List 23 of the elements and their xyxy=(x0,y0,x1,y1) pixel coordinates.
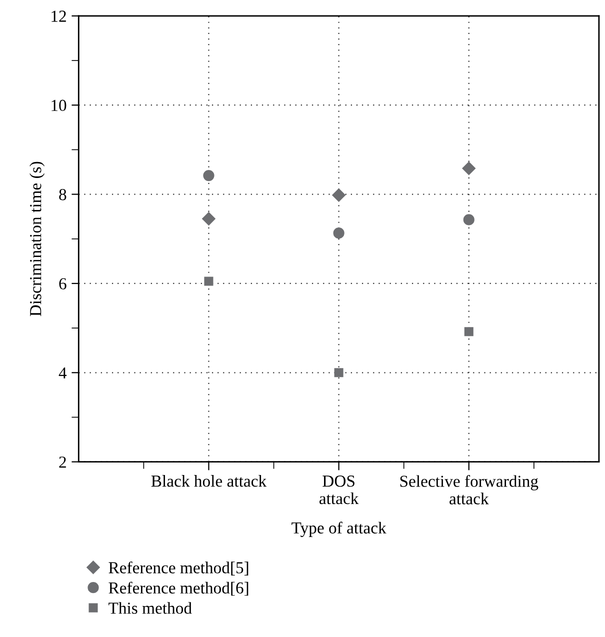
y-tick-label: 2 xyxy=(59,456,66,468)
y-tick-label: 8 xyxy=(59,188,66,200)
point xyxy=(204,276,214,286)
point xyxy=(202,212,216,226)
point xyxy=(334,368,344,378)
y-tick-label: 6 xyxy=(59,278,66,290)
y-axis-title: Discrimination time (s) xyxy=(30,162,45,316)
point xyxy=(203,170,214,182)
y-tick-label: 10 xyxy=(52,100,66,112)
y-tick-label: 4 xyxy=(58,367,67,378)
x-axis-title: Type of attack xyxy=(292,522,386,537)
point xyxy=(463,214,474,226)
y-tick-label: 12 xyxy=(52,10,66,22)
point xyxy=(332,188,346,202)
legend-label: Reference method[5] xyxy=(108,561,248,576)
point xyxy=(464,327,474,336)
point xyxy=(462,162,476,176)
x-tick-label: Black hole attack xyxy=(151,475,267,487)
point xyxy=(333,228,344,239)
legend-label: Reference method[6] xyxy=(108,582,248,596)
x-tick-label: Selective forwarding attack xyxy=(400,475,538,504)
legend-label: This method xyxy=(108,602,192,614)
x-tick-label: DOS attack xyxy=(319,476,359,504)
